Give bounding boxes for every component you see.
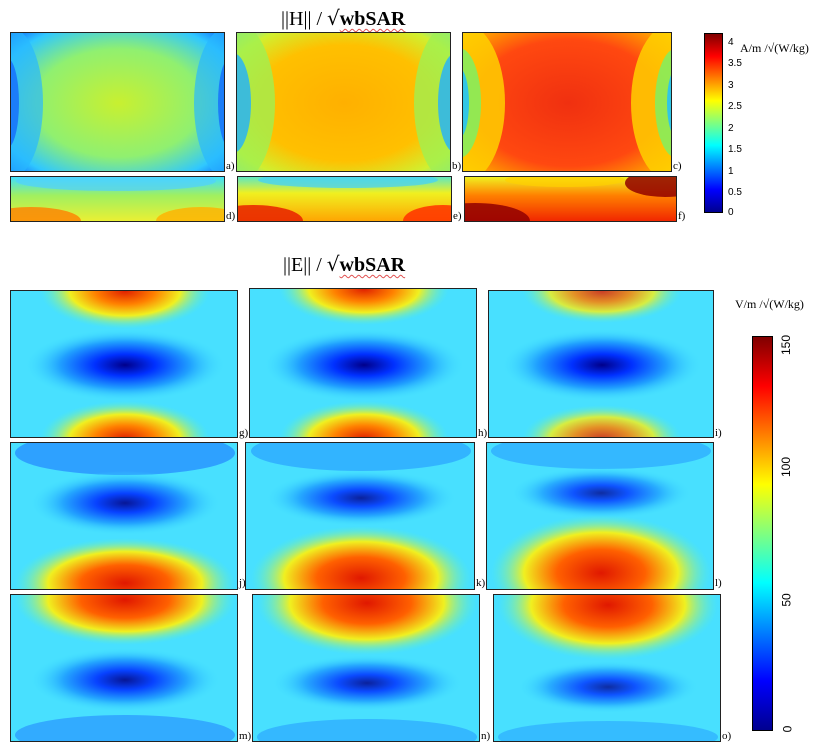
e-field-title: ||E|| / √wbSAR xyxy=(283,252,405,277)
h-panel-d-label: d) xyxy=(225,210,237,222)
h-colorbar-tick-4: 4 xyxy=(728,37,734,48)
h-panel-a xyxy=(10,32,225,172)
e-panel-g-map xyxy=(11,291,237,437)
e-panel-n-label: n) xyxy=(480,730,492,742)
h-colorbar-tick-1-5: 1.5 xyxy=(728,144,742,155)
h-panel-c xyxy=(462,32,672,172)
h-panel-f-label: f) xyxy=(677,210,687,222)
h-panel-d xyxy=(10,176,225,222)
e-panel-h-label: h) xyxy=(477,427,489,439)
h-panel-c-label: c) xyxy=(672,160,683,172)
e-colorbar xyxy=(752,336,773,731)
e-panel-n xyxy=(252,594,480,742)
e-panel-g xyxy=(10,290,238,438)
h-colorbar-tick-0: 0 xyxy=(728,207,734,218)
e-panel-i xyxy=(488,290,714,438)
e-colorbar-tick-100: 100 xyxy=(779,456,794,478)
h-panel-d-map xyxy=(11,177,224,221)
e-panel-j-map xyxy=(11,443,237,589)
h-panel-e-label: e) xyxy=(452,210,463,222)
e-panel-j-label: j) xyxy=(238,577,247,589)
h-colorbar-unit: A/m /√(W/kg) xyxy=(740,41,809,55)
e-panel-m xyxy=(10,594,238,742)
h-panel-e-map xyxy=(238,177,451,221)
e-colorbar-tick-0: 0 xyxy=(780,725,795,733)
h-panel-c-map xyxy=(463,33,671,171)
e-panel-m-map xyxy=(11,595,237,741)
e-panel-m-label: m) xyxy=(238,730,253,742)
e-colorbar-unit: V/m /√(W/kg) xyxy=(735,297,804,311)
e-panel-h-map xyxy=(250,289,476,437)
e-panel-i-map xyxy=(489,291,713,437)
e-panel-k-label: k) xyxy=(475,577,487,589)
e-panel-o-map xyxy=(494,595,720,741)
h-panel-b-label: b) xyxy=(451,160,463,172)
h-panel-b xyxy=(236,32,451,172)
e-title-bold: wbSAR xyxy=(339,254,406,276)
e-panel-k-map xyxy=(246,443,474,589)
h-title-bold: wbSAR xyxy=(339,8,406,30)
h-panel-a-label: a) xyxy=(225,160,236,172)
e-panel-n-map xyxy=(253,595,479,741)
h-colorbar-tick-2-5: 2.5 xyxy=(728,101,742,112)
h-colorbar-tick-0-5: 0.5 xyxy=(728,187,742,198)
h-panel-b-map xyxy=(237,33,450,171)
e-panel-h xyxy=(249,288,477,438)
h-title-prefix: ||H|| / xyxy=(281,8,328,30)
h-colorbar xyxy=(704,33,723,213)
e-panel-o xyxy=(493,594,721,742)
e-colorbar-tick-150: 150 xyxy=(779,334,794,356)
h-panel-f-map xyxy=(465,177,676,221)
e-panel-l-label: l) xyxy=(714,577,723,589)
h-field-title: ||H|| / √wbSAR xyxy=(281,6,405,31)
e-panel-j xyxy=(10,442,238,590)
h-colorbar-gradient xyxy=(705,34,722,212)
e-panel-i-label: i) xyxy=(714,427,723,439)
h-panel-e xyxy=(237,176,452,222)
e-colorbar-gradient xyxy=(753,337,772,730)
e-panel-k xyxy=(245,442,475,590)
e-title-prefix: ||E|| / xyxy=(283,254,327,276)
h-colorbar-tick-1: 1 xyxy=(728,166,734,177)
h-panel-f xyxy=(464,176,677,222)
h-panel-a-map xyxy=(11,33,224,171)
h-colorbar-tick-3-5: 3.5 xyxy=(728,58,742,69)
h-colorbar-tick-3: 3 xyxy=(728,80,734,91)
e-panel-o-label: o) xyxy=(721,730,733,742)
e-colorbar-tick-50: 50 xyxy=(779,593,794,607)
h-colorbar-tick-2: 2 xyxy=(728,123,734,134)
e-panel-l xyxy=(486,442,714,590)
e-panel-g-label: g) xyxy=(238,427,250,439)
e-title-sqrt: √ xyxy=(326,252,340,276)
h-title-sqrt: √ xyxy=(327,6,340,30)
e-panel-l-map xyxy=(487,443,713,589)
